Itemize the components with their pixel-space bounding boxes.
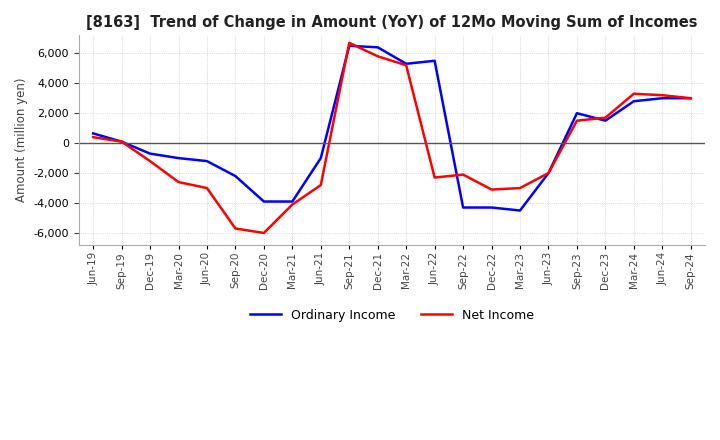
Ordinary Income <box>345 43 354 48</box>
Net Income <box>374 54 382 59</box>
Ordinary Income <box>402 61 410 66</box>
Legend: Ordinary Income, Net Income: Ordinary Income, Net Income <box>245 304 539 327</box>
Ordinary Income <box>89 131 97 136</box>
Net Income <box>459 172 467 177</box>
Net Income <box>572 118 581 123</box>
Net Income <box>260 230 269 235</box>
Ordinary Income <box>288 199 297 204</box>
Ordinary Income <box>260 199 269 204</box>
Title: [8163]  Trend of Change in Amount (YoY) of 12Mo Moving Sum of Incomes: [8163] Trend of Change in Amount (YoY) o… <box>86 15 698 30</box>
Net Income <box>686 95 695 101</box>
Net Income <box>516 185 524 191</box>
Ordinary Income <box>487 205 496 210</box>
Ordinary Income <box>231 173 240 179</box>
Net Income <box>231 226 240 231</box>
Ordinary Income <box>544 170 553 176</box>
Net Income <box>402 62 410 68</box>
Net Income <box>317 183 325 188</box>
Ordinary Income <box>145 151 154 156</box>
Net Income <box>658 92 667 98</box>
Net Income <box>174 180 183 185</box>
Net Income <box>202 185 211 191</box>
Ordinary Income <box>658 95 667 101</box>
Net Income <box>117 139 126 144</box>
Ordinary Income <box>202 158 211 164</box>
Ordinary Income <box>686 95 695 101</box>
Y-axis label: Amount (million yen): Amount (million yen) <box>15 78 28 202</box>
Ordinary Income <box>431 58 439 63</box>
Net Income <box>89 135 97 140</box>
Ordinary Income <box>317 155 325 161</box>
Line: Net Income: Net Income <box>93 43 690 233</box>
Ordinary Income <box>572 110 581 116</box>
Net Income <box>345 40 354 45</box>
Net Income <box>145 158 154 164</box>
Net Income <box>544 170 553 176</box>
Ordinary Income <box>174 155 183 161</box>
Net Income <box>629 91 638 96</box>
Ordinary Income <box>117 139 126 144</box>
Ordinary Income <box>374 45 382 50</box>
Line: Ordinary Income: Ordinary Income <box>93 46 690 210</box>
Ordinary Income <box>459 205 467 210</box>
Net Income <box>487 187 496 192</box>
Net Income <box>601 115 610 120</box>
Net Income <box>431 175 439 180</box>
Ordinary Income <box>601 118 610 123</box>
Net Income <box>288 202 297 207</box>
Ordinary Income <box>516 208 524 213</box>
Ordinary Income <box>629 99 638 104</box>
